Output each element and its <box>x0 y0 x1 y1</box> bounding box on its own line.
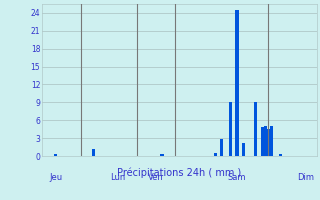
Text: Ven: Ven <box>148 173 164 182</box>
Bar <box>214 153 217 156</box>
Text: Sam: Sam <box>228 173 246 182</box>
Bar <box>267 129 270 156</box>
Bar <box>220 139 223 156</box>
Bar <box>236 10 239 156</box>
Text: Dim: Dim <box>297 173 314 182</box>
X-axis label: Précipitations 24h ( mm ): Précipitations 24h ( mm ) <box>117 167 241 178</box>
Bar <box>160 154 164 156</box>
Bar <box>264 126 267 156</box>
Bar <box>242 143 245 156</box>
Bar <box>92 149 95 156</box>
Bar <box>54 154 57 156</box>
Text: Jeu: Jeu <box>49 173 62 182</box>
Bar <box>254 102 257 156</box>
Bar <box>279 154 283 156</box>
Bar <box>229 102 232 156</box>
Text: Lun: Lun <box>111 173 126 182</box>
Bar <box>260 127 264 156</box>
Bar <box>270 126 273 156</box>
